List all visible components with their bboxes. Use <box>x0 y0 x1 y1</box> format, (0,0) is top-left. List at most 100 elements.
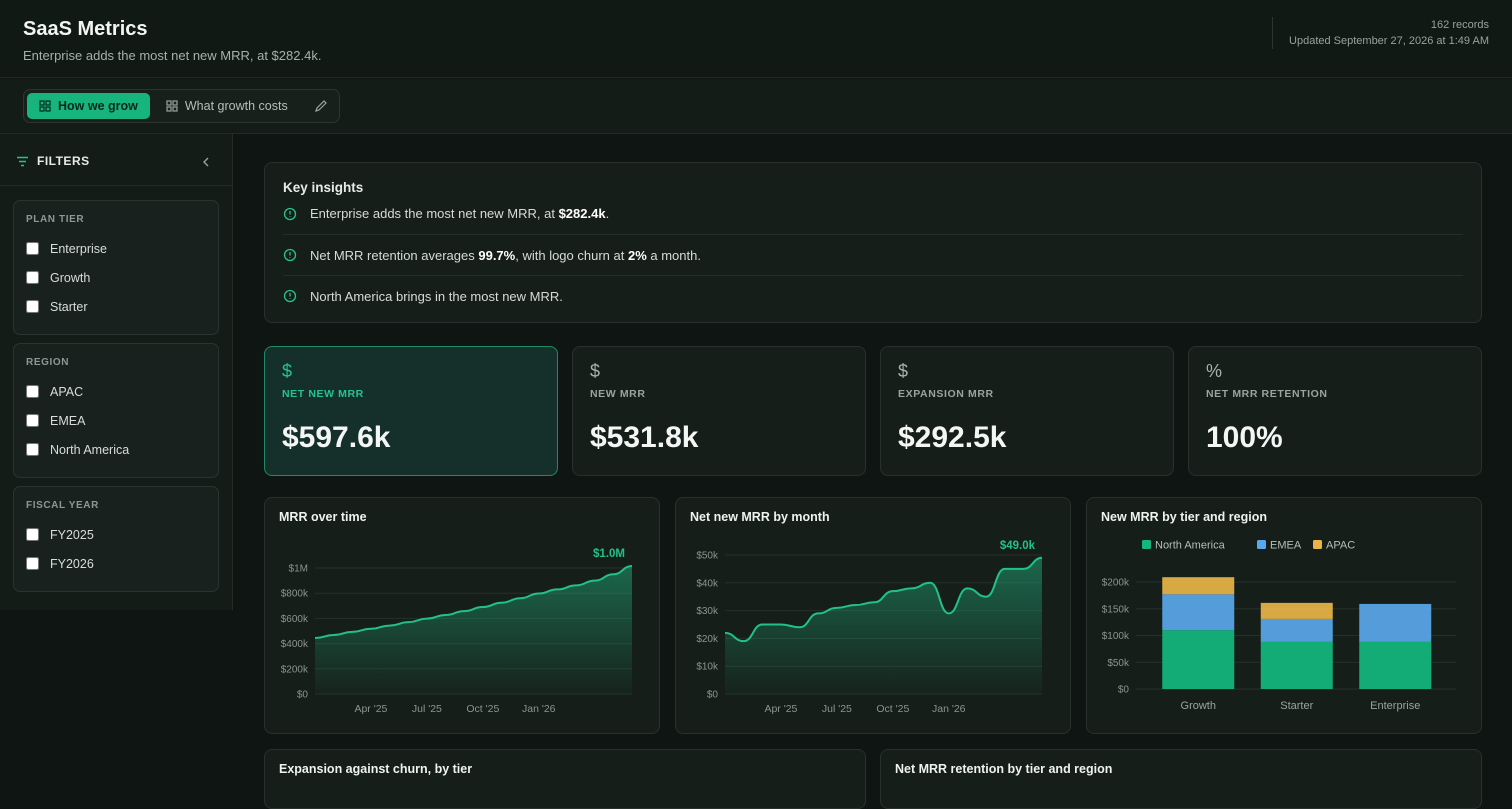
insights: Key insights Enterprise adds the most ne… <box>264 162 1482 323</box>
filters-label: FILTERS <box>37 154 90 168</box>
annotation: $49.0k <box>1000 540 1036 552</box>
kpi-value: $531.8k <box>590 421 699 454</box>
checkbox[interactable] <box>26 443 39 456</box>
chart-title: Expansion against churn, by tier <box>279 762 472 776</box>
tab-icon <box>39 100 51 112</box>
kpi-card: % NET MRR RETENTION 100% <box>1188 346 1482 476</box>
x-tick-label: Oct '25 <box>876 703 909 715</box>
kpi-icon: $ <box>898 361 909 381</box>
checkbox[interactable] <box>26 300 39 313</box>
kpi-label: NET NEW MRR <box>282 388 364 400</box>
filters-title: FILTERS <box>16 154 90 168</box>
icon-part <box>283 248 297 262</box>
bar-segment <box>1260 602 1333 619</box>
y-tick-label: $150k <box>1102 604 1130 615</box>
icon-part <box>166 100 172 106</box>
chart-card: Expansion against churn, by tier <box>264 749 866 809</box>
legend-label: EMEA <box>1270 540 1302 552</box>
icon-part <box>39 106 45 112</box>
y-tick-label: $100k <box>1102 631 1130 642</box>
filter-option: FY2025 <box>26 520 206 549</box>
kpi-card: $ NEW MRR $531.8k <box>572 346 866 476</box>
chart: MRR over time $0 $200k $400k $600k $800k $1M Ap… <box>279 510 633 715</box>
collapse[interactable] <box>201 156 211 168</box>
legend-swatch <box>1313 540 1322 549</box>
kpi-card: $ NET NEW MRR $597.6k <box>264 346 558 476</box>
edit[interactable] <box>314 99 328 113</box>
records: 162 records <box>1430 19 1489 31</box>
option-label: FY2026 <box>50 556 94 571</box>
divider <box>0 185 232 186</box>
x-tick-label: Jan '26 <box>522 703 556 715</box>
filter-option: APAC <box>26 377 206 406</box>
option-label: Enterprise <box>50 241 107 256</box>
x-tick-label: Growth <box>1181 700 1216 712</box>
updated: Updated September 27, 2026 at 1:49 AM <box>1289 35 1489 47</box>
filter-group: FISCAL YEAR FY2025 FY2026 <box>13 486 219 592</box>
chart-title: MRR over time <box>279 510 367 524</box>
kpi-value: 100% <box>1206 421 1283 454</box>
chart-title: Net new MRR by month <box>690 510 830 524</box>
bar-segment <box>1162 594 1235 631</box>
tab[interactable]: How we grow <box>27 93 150 119</box>
option-label: Growth <box>50 270 91 285</box>
y-tick-label: $10k <box>696 662 719 673</box>
legend-label: APAC <box>1326 540 1355 552</box>
filter-option: Enterprise <box>26 234 206 263</box>
filter-group-title: REGION <box>26 357 70 368</box>
checkbox[interactable] <box>26 271 39 284</box>
icon-part <box>283 207 297 220</box>
insight-part: North America brings in the most new MRR… <box>310 288 563 304</box>
y-tick-label: $50k <box>696 551 719 562</box>
bar-segment <box>1359 603 1432 642</box>
filter-option: Starter <box>26 292 206 321</box>
icon-part <box>172 106 178 112</box>
insights-title: Key insights <box>283 180 364 195</box>
y-tick-label: $800k <box>281 589 309 600</box>
bar-segment <box>1260 618 1333 642</box>
kpi-icon: $ <box>590 361 601 381</box>
bar-segment <box>1162 577 1235 595</box>
checkbox[interactable] <box>26 528 39 541</box>
page: SaaS Metrics Enterprise adds the most ne… <box>0 17 1512 809</box>
area <box>315 565 632 694</box>
bar-segment <box>1359 641 1432 689</box>
y-tick-label: $200k <box>1102 578 1130 589</box>
x-tick-label: Apr '25 <box>354 703 387 715</box>
option-label: North America <box>50 442 130 457</box>
insight-icon <box>283 207 297 220</box>
insight: North America brings in the most new MRR… <box>283 275 1463 316</box>
line <box>724 556 1043 643</box>
y-tick-label: $40k <box>696 578 719 589</box>
icon-part <box>45 100 51 106</box>
icon-part <box>314 100 327 112</box>
checkbox[interactable] <box>26 557 39 570</box>
line <box>314 564 633 640</box>
tab-label: How we grow <box>58 99 138 113</box>
checkbox[interactable] <box>26 242 39 255</box>
option-label: Starter <box>50 299 88 314</box>
insight-part: 99.7% <box>478 247 516 263</box>
insight-part: . <box>605 206 610 221</box>
icon-part <box>39 100 45 106</box>
legend-swatch <box>1257 540 1266 549</box>
tab[interactable]: What growth costs <box>154 93 300 119</box>
insight-icon <box>283 248 297 262</box>
insight: Enterprise adds the most net new MRR, at… <box>283 193 1463 234</box>
y-tick-label: $400k <box>281 639 309 650</box>
filter-option: Growth <box>26 263 206 292</box>
y-tick-label: $20k <box>696 634 719 645</box>
insight-part: Enterprise adds the most net new MRR, at <box>310 206 559 221</box>
filters: FILTERS PLAN TIER Enterprise Growth Starter… <box>0 134 233 610</box>
annotation: $1.0M <box>593 548 625 560</box>
checkbox[interactable] <box>26 385 39 398</box>
insight-text: North America brings in the most new MRR… <box>310 289 563 304</box>
checkbox[interactable] <box>26 414 39 427</box>
x-tick-label: Enterprise <box>1370 700 1420 712</box>
y-tick-label: $30k <box>696 606 719 617</box>
legend-label: North America <box>1155 540 1226 552</box>
option-label: FY2025 <box>50 527 94 542</box>
subtitle: Enterprise adds the most net new MRR, at… <box>23 48 322 63</box>
legend-swatch <box>1142 540 1151 549</box>
filter-icon <box>17 156 28 166</box>
